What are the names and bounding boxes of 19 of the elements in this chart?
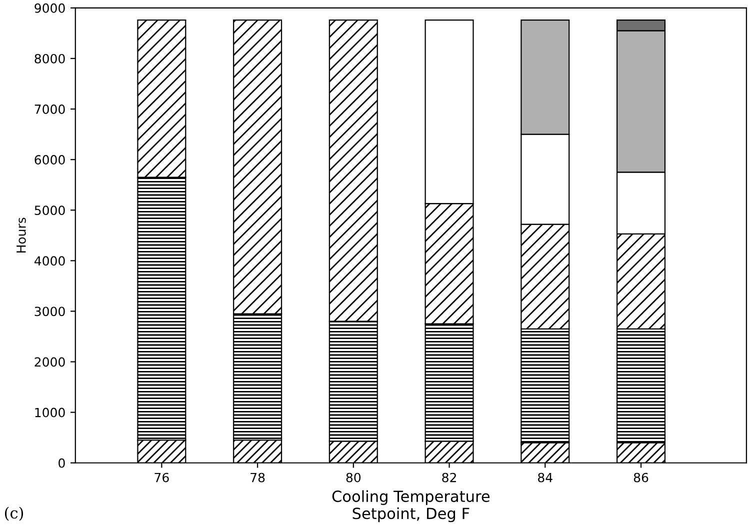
y-tick-label: 5000 (34, 206, 65, 216)
y-tick-label: 9000 (34, 3, 65, 13)
x-tick-label: 82 (442, 472, 456, 482)
y-tick-label: 4000 (34, 256, 65, 266)
y-tick-label: 2000 (34, 357, 65, 367)
y-tick-label: 1000 (35, 408, 65, 418)
y-tick-label: 6000 (34, 155, 65, 165)
x-tick-label: 80 (346, 472, 361, 482)
x-tick-label: 86 (634, 472, 648, 482)
y-tick-label: 7000 (34, 104, 65, 114)
y-tick-label: 3000 (34, 306, 65, 316)
x-tick-label: 84 (538, 472, 552, 482)
y-axis-title: Hours (16, 218, 26, 252)
y-tick-label: 8000 (34, 54, 65, 64)
x-tick-label: 76 (154, 472, 169, 482)
x-axis-title: Cooling Temperature Setpoint, Deg F (332, 490, 490, 522)
text: (c) (4, 506, 24, 521)
y-tick-label: 0 (58, 458, 65, 468)
x-tick-label: 78 (250, 472, 265, 482)
